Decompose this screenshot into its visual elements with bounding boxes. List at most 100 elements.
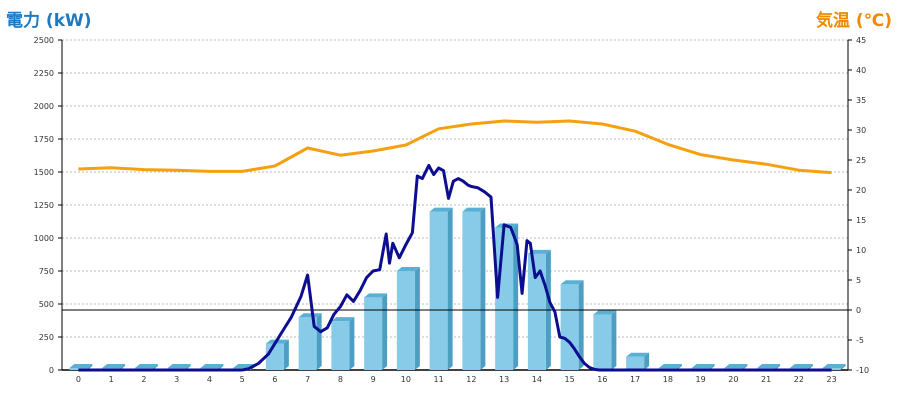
bar-top	[364, 293, 388, 298]
x-tick-label: 21	[761, 375, 771, 384]
left-tick-label: 0	[49, 366, 54, 375]
bar-side	[447, 207, 453, 370]
x-tick-label: 16	[597, 375, 607, 384]
bar-side	[840, 364, 846, 370]
bar-side	[611, 310, 617, 370]
right-tick-label: -5	[856, 336, 864, 345]
right-tick-label: 5	[856, 276, 861, 285]
x-tick-label: 2	[141, 375, 146, 384]
bar-face	[560, 284, 579, 370]
right-tick-label: 0	[856, 306, 861, 315]
bar-top	[822, 364, 846, 368]
bar-face	[298, 317, 317, 370]
bar-side	[513, 223, 519, 370]
bar-side	[578, 280, 584, 370]
bar	[331, 317, 355, 370]
left-tick-label: 1000	[34, 234, 54, 243]
x-tick-label: 17	[630, 375, 640, 384]
left-tick-label: 500	[39, 300, 54, 309]
x-tick-label: 20	[728, 375, 738, 384]
x-tick-label: 19	[696, 375, 706, 384]
bar-top	[396, 267, 420, 271]
x-tick-label: 12	[466, 375, 476, 384]
bar-face	[265, 343, 284, 370]
right-tick-label: 35	[856, 96, 866, 105]
bar-top	[757, 364, 781, 368]
x-tick-label: 9	[371, 375, 376, 384]
bar-face	[396, 271, 415, 370]
left-tick-label: 2250	[34, 69, 54, 78]
bar-face	[69, 368, 88, 370]
bar-face	[364, 297, 383, 370]
bar-top	[331, 317, 355, 322]
left-tick-label: 250	[39, 333, 54, 342]
left-tick-label: 1250	[34, 201, 54, 210]
right-tick-label: 10	[856, 246, 866, 255]
bar-top	[560, 280, 584, 285]
bar	[822, 364, 846, 370]
left-tick-label: 1750	[34, 135, 54, 144]
bar-top	[298, 313, 322, 318]
bar-face	[331, 321, 350, 370]
x-tick-label: 10	[401, 375, 411, 384]
x-tick-label: 18	[663, 375, 673, 384]
bar-top	[626, 352, 650, 357]
bar	[462, 207, 486, 370]
left-tick-label: 2000	[34, 102, 54, 111]
bar-side	[414, 267, 420, 370]
right-tick-label: 15	[856, 216, 866, 225]
bar-top	[429, 207, 453, 212]
bar-face	[593, 314, 612, 370]
bar-face	[527, 253, 546, 370]
right-tick-label: 20	[856, 186, 866, 195]
bar-top	[167, 364, 191, 368]
bar-top	[691, 364, 715, 368]
bar-top	[724, 364, 748, 368]
x-tick-label: 8	[338, 375, 343, 384]
bar-top	[593, 310, 617, 315]
bar-side	[644, 352, 650, 370]
x-tick-label: 3	[174, 375, 179, 384]
x-tick-label: 7	[305, 375, 310, 384]
bar	[298, 313, 322, 370]
left-tick-label: 1500	[34, 168, 54, 177]
x-tick-label: 1	[109, 375, 114, 384]
right-tick-label: -10	[856, 366, 869, 375]
bar-face	[429, 211, 448, 370]
bar-side	[316, 313, 322, 370]
bar-top	[69, 364, 93, 368]
bar-side	[349, 317, 355, 370]
bar-face	[822, 368, 841, 370]
x-tick-label: 0	[76, 375, 81, 384]
x-tick-label: 23	[827, 375, 837, 384]
bar-top	[658, 364, 682, 368]
x-tick-label: 5	[240, 375, 245, 384]
right-tick-label: 30	[856, 126, 866, 135]
x-tick-label: 14	[532, 375, 542, 384]
bar-top	[102, 364, 126, 368]
x-tick-label: 13	[499, 375, 509, 384]
right-tick-label: 40	[856, 66, 866, 75]
bar-top	[200, 364, 224, 368]
bar-top	[462, 207, 486, 212]
left-tick-label: 750	[39, 267, 54, 276]
bar-side	[283, 339, 289, 370]
x-tick-label: 6	[272, 375, 277, 384]
bar	[429, 207, 453, 370]
temperature-line	[78, 119, 832, 175]
bar	[593, 310, 617, 370]
bar-side	[480, 207, 486, 370]
left-tick-label: 2500	[34, 36, 54, 45]
right-tick-label: 25	[856, 156, 866, 165]
bar-top	[527, 249, 551, 254]
bar-face	[626, 356, 645, 370]
bar-top	[134, 364, 158, 368]
right-axis-unit-label: 気温 (℃)	[815, 11, 892, 31]
x-tick-label: 11	[434, 375, 444, 384]
left-axis-unit-label: 電力 (kW)	[6, 11, 92, 31]
bar-face	[462, 211, 481, 370]
bar-side	[382, 293, 388, 370]
bar	[626, 352, 650, 370]
right-tick-label: 45	[856, 36, 866, 45]
